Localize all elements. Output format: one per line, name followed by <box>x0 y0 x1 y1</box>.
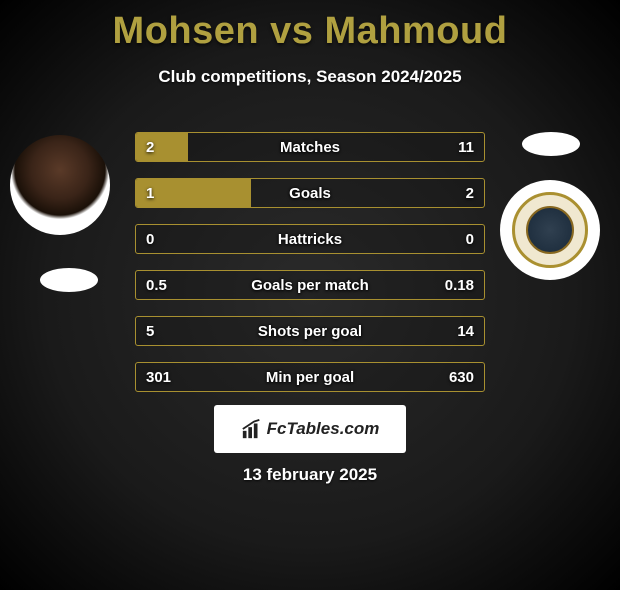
stat-row: 00Hattricks <box>135 224 485 254</box>
stat-label: Shots per goal <box>136 317 484 347</box>
player-b-name: Mahmoud <box>325 10 508 52</box>
player-b-flag <box>522 132 580 156</box>
badge-core <box>526 206 574 254</box>
stat-row: 301630Min per goal <box>135 362 485 392</box>
stat-label: Matches <box>136 133 484 163</box>
page-title: Mohsen vs Mahmoud <box>0 10 620 53</box>
subtitle: Club competitions, Season 2024/2025 <box>0 67 620 87</box>
player-a-avatar <box>10 135 110 235</box>
stat-row: 0.50.18Goals per match <box>135 270 485 300</box>
vs-separator: vs <box>270 10 313 52</box>
stat-row: 211Matches <box>135 132 485 162</box>
stat-label: Goals <box>136 179 484 209</box>
badge-ring <box>512 192 588 268</box>
date-text: 13 february 2025 <box>0 465 620 485</box>
brand-text: FcTables.com <box>267 419 380 439</box>
brand-box[interactable]: FcTables.com <box>214 405 406 453</box>
player-a-flag <box>40 268 98 292</box>
stat-label: Goals per match <box>136 271 484 301</box>
avatar-placeholder <box>10 135 110 235</box>
stat-label: Min per goal <box>136 363 484 393</box>
stats-container: 211Matches 12Goals 00Hattricks 0.50.18Goals… <box>135 132 485 408</box>
stat-label: Hattricks <box>136 225 484 255</box>
player-b-club-badge <box>500 180 600 280</box>
stat-row: 514Shots per goal <box>135 316 485 346</box>
player-a-name: Mohsen <box>113 10 260 52</box>
stat-row: 12Goals <box>135 178 485 208</box>
brand-icon <box>241 418 263 440</box>
